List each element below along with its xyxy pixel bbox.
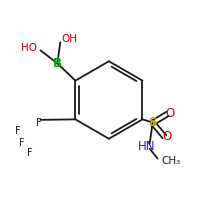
- Text: F: F: [15, 126, 20, 136]
- Text: F: F: [19, 138, 24, 148]
- Text: OH: OH: [61, 34, 77, 44]
- Text: B: B: [53, 57, 62, 70]
- Text: S: S: [148, 116, 157, 129]
- Text: HO: HO: [21, 43, 37, 53]
- Text: F: F: [36, 118, 41, 128]
- Text: F: F: [27, 148, 32, 158]
- Text: CH₃: CH₃: [162, 156, 181, 166]
- Text: O: O: [165, 107, 175, 120]
- Text: HN: HN: [138, 140, 155, 153]
- Text: O: O: [162, 130, 172, 143]
